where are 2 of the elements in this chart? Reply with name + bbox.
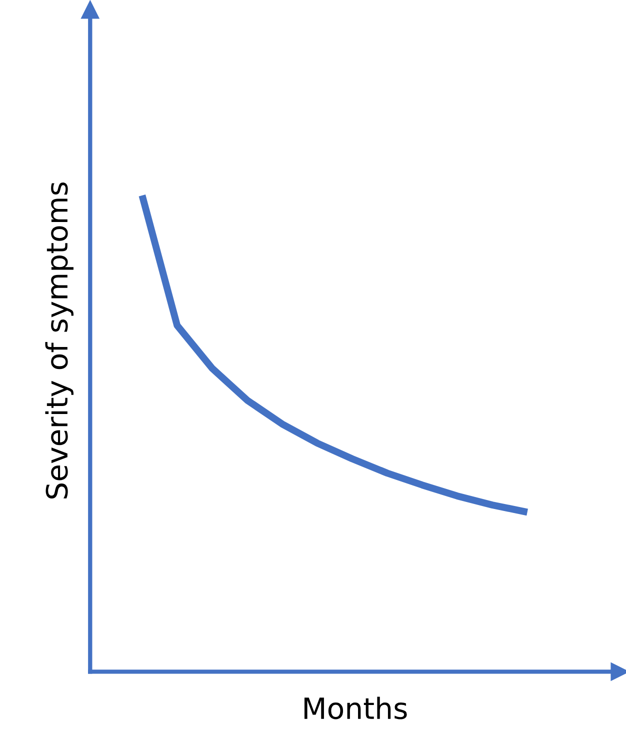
y-axis-title: Severity of symptoms [45,182,74,498]
x-axis-title: Months [304,696,407,720]
